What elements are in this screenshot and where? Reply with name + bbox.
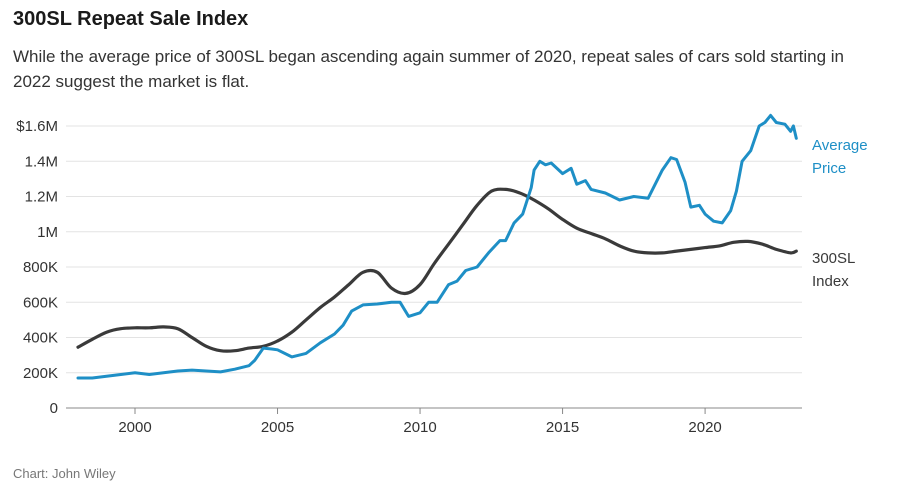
x-tick-label: 2020 (688, 419, 721, 436)
grid-lines (66, 125, 802, 409)
y-tick-label: 400K (23, 330, 58, 347)
y-tick-label: 1.2M (25, 189, 58, 206)
y-tick-label: $1.6M (16, 118, 58, 135)
chart-title: 300SL Repeat Sale Index (13, 8, 249, 30)
x-axis-ticks: 2000 2005 2010 2015 2020 (118, 408, 722, 436)
y-tick-label: 0 (50, 400, 58, 417)
y-tick-label: 800K (23, 259, 58, 276)
series-label-300sl-index: 300SL (812, 250, 855, 267)
x-tick-label: 2010 (403, 419, 436, 436)
series-label-300sl-index: Index (812, 273, 849, 290)
series-line-average-price (76, 113, 798, 380)
y-tick-label: 1.4M (25, 153, 58, 170)
x-tick-label: 2015 (546, 419, 579, 436)
y-tick-label: 600K (23, 294, 58, 311)
y-tick-label: 1M (37, 224, 58, 241)
y-tick-label: 200K (23, 365, 58, 382)
series-label-average-price: Price (812, 160, 846, 177)
y-axis-ticks: 0 200K 400K 600K 800K 1M 1.2M 1.4M $1.6M (16, 118, 58, 417)
series-line-300sl-index (76, 187, 798, 353)
x-tick-label: 2000 (118, 419, 151, 436)
series-label-average-price: Average (812, 137, 868, 154)
series-lines (76, 113, 798, 380)
chart-subtitle: While the average price of 300SL began a… (13, 47, 844, 91)
series-labels: 300SL Index Average Price (812, 137, 868, 290)
x-tick-label: 2005 (261, 419, 294, 436)
chart-source: Chart: John Wiley (13, 466, 116, 481)
